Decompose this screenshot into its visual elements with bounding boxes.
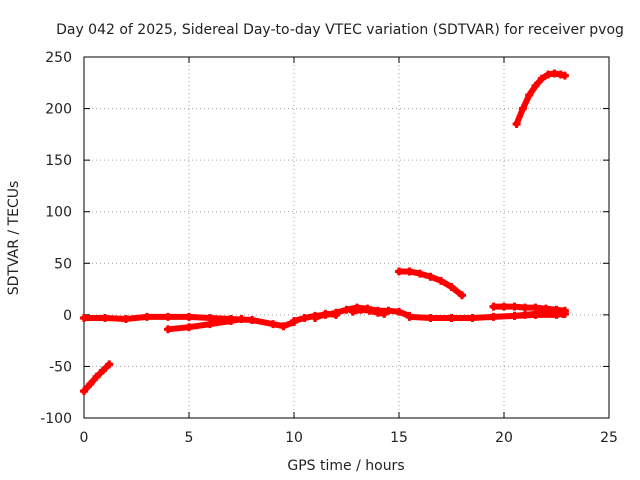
data-point [342, 305, 351, 314]
x-tick-label: 10 [285, 430, 303, 446]
plot-frame [83, 56, 610, 419]
chart-title: Day 042 of 2025, Sidereal Day-to-day VTE… [56, 22, 624, 38]
data-point [101, 313, 109, 322]
data-point [185, 323, 193, 332]
data-point [489, 312, 498, 321]
x-tick-label: 0 [80, 430, 89, 446]
data-point [531, 81, 540, 90]
data-point [365, 306, 374, 315]
x-tick-label: 15 [390, 430, 408, 446]
data-point [206, 320, 214, 329]
data-point [348, 307, 357, 316]
y-tick-label: 50 [54, 256, 72, 272]
data-point [510, 311, 519, 320]
data-point [447, 283, 456, 292]
data-point [98, 366, 107, 375]
tick-layer: 0 5 10 15 20 25 -100 -50 0 50 100 150 200 250 [40, 50, 618, 446]
data-point [237, 314, 246, 323]
data-point [542, 308, 550, 317]
data-point [426, 313, 435, 322]
data-point [426, 272, 435, 281]
data-point [560, 71, 569, 80]
y-tick-label: 0 [63, 308, 72, 324]
data-point [384, 306, 393, 315]
series-arc-11-to-12 [311, 309, 340, 322]
y-tick-label: 250 [45, 50, 72, 66]
y-tick-label: 100 [45, 205, 72, 221]
data-point [500, 302, 508, 311]
data-point [395, 307, 403, 316]
data-point [332, 310, 340, 319]
data-point [510, 302, 519, 311]
data-point [321, 309, 330, 318]
data-point [531, 309, 540, 318]
data-point [380, 309, 389, 318]
data-point [143, 312, 151, 321]
data-point [525, 91, 534, 100]
data-point [405, 312, 414, 321]
data-point [447, 313, 456, 322]
data-point [437, 276, 445, 285]
grid-layer [84, 57, 609, 418]
series-arc-early-drop [80, 360, 114, 396]
data-point [518, 104, 527, 113]
data-point [164, 312, 172, 321]
data-point [405, 267, 414, 276]
series-arc-4-to-7 [164, 314, 246, 334]
y-axis-label: SDTVAR / TECUs [6, 181, 22, 296]
x-axis-label: GPS time / hours [287, 458, 404, 474]
data-point [552, 308, 561, 317]
x-tick-label: 25 [600, 430, 618, 446]
series-arc-13-to-14 [348, 305, 389, 318]
series-arc-15-to-18 [395, 267, 466, 300]
data-point [300, 313, 309, 322]
data-point [560, 309, 569, 318]
data-point [227, 317, 235, 326]
data-point [489, 302, 498, 311]
data-point [395, 267, 403, 276]
series-arc-20-to-23-low [510, 308, 569, 320]
data-point [80, 387, 88, 396]
y-tick-label: 200 [45, 102, 72, 118]
y-tick-label: -100 [40, 411, 72, 427]
data-point [105, 360, 114, 369]
data-point [92, 372, 101, 381]
data-point [311, 313, 319, 322]
series-arc-20-to-23-high [512, 69, 569, 129]
data-point [537, 74, 546, 83]
x-tick-label: 5 [185, 430, 194, 446]
data-point [357, 305, 366, 314]
y-tick-label: -50 [49, 359, 72, 375]
data-point [521, 303, 529, 312]
data-point [416, 269, 424, 278]
data-point [185, 312, 193, 321]
data-point [290, 317, 298, 326]
data-point [122, 314, 130, 323]
data-point [80, 313, 88, 322]
data-point [164, 325, 172, 334]
data-point [521, 310, 529, 319]
data-point [86, 379, 95, 388]
data-point [248, 316, 256, 325]
data-point [512, 120, 521, 129]
data-point [458, 291, 466, 300]
data-point [279, 322, 288, 331]
series-arc-baseline-0-10 [80, 312, 298, 331]
y-tick-label: 150 [45, 153, 72, 169]
data-layer [80, 69, 569, 396]
data-point [468, 313, 477, 322]
data-point [269, 320, 277, 329]
x-tick-label: 20 [495, 430, 513, 446]
